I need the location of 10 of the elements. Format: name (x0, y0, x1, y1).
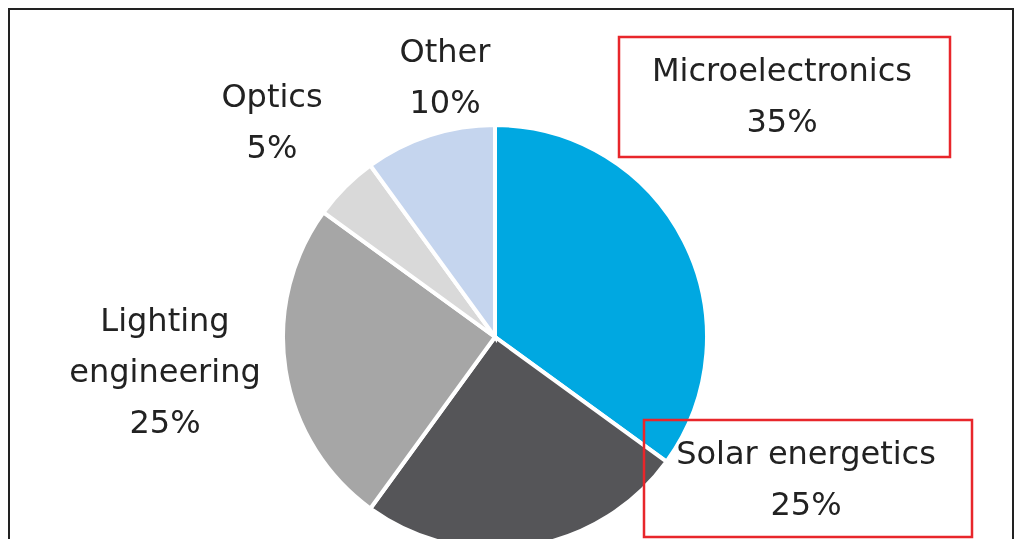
data-label: 5% (246, 128, 298, 166)
data-label: 25% (770, 485, 842, 523)
slice-label: Solar energetics (676, 434, 936, 472)
slice-label: Lighting engineering (69, 301, 261, 390)
data-label: 25% (129, 403, 201, 441)
slice-label: Optics (221, 77, 323, 115)
slice-label: Other (399, 32, 492, 70)
slice-label: Microelectronics (652, 51, 912, 89)
data-label: 35% (746, 102, 818, 140)
data-label: 10% (409, 83, 481, 121)
